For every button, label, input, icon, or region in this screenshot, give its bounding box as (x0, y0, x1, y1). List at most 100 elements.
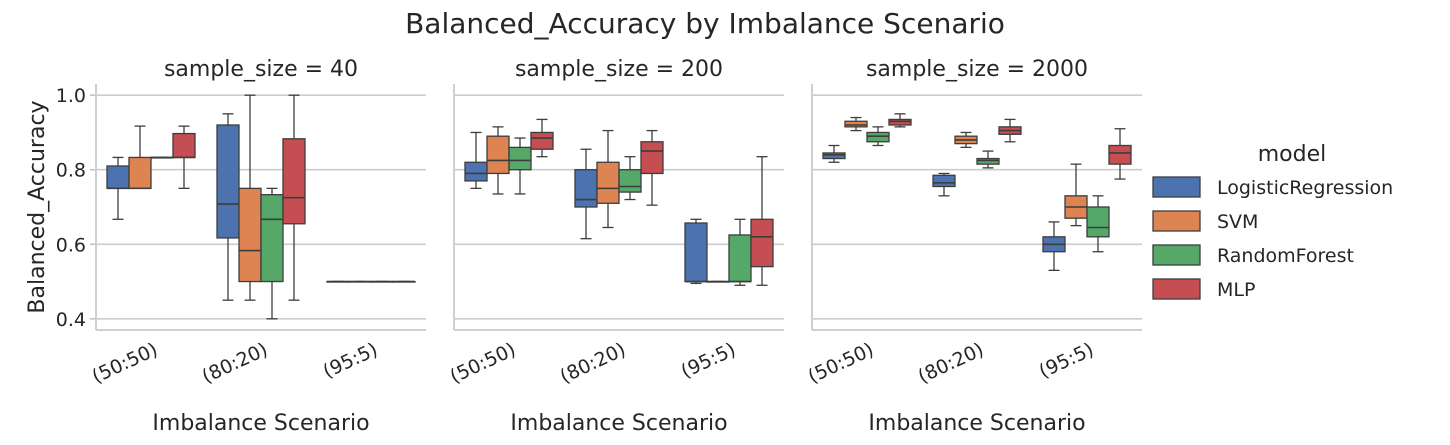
box-MLP-2 (392, 280, 416, 283)
x-tick-label: (95:5) (320, 339, 381, 383)
box-body (932, 174, 956, 188)
box-SVM-1 (238, 94, 262, 301)
facet-title: sample_size = 200 (515, 57, 723, 82)
box-LogisticRegression-2 (326, 280, 350, 283)
facet-panel-2: sample_size = 2000 (50:50) (80:20) (95:5) Im… (805, 57, 1142, 436)
box-SVM-1 (596, 129, 620, 229)
box-LogisticRegression-2 (684, 218, 708, 285)
box-body (866, 131, 890, 143)
box-body (684, 222, 708, 283)
legend-swatch (1152, 210, 1201, 232)
y-tick-label: 0.8 (56, 160, 86, 182)
legend-item: RandomForest (1152, 244, 1354, 267)
box-RandomForest-2 (728, 218, 752, 286)
legend-item: MLP (1152, 278, 1255, 301)
box-LogisticRegression-0 (106, 156, 130, 220)
facet-panel-1: sample_size = 200 (50:50) (80:20) (95:5) Imb… (447, 57, 784, 436)
legend-label: RandomForest (1217, 245, 1354, 267)
box-body (976, 157, 1000, 165)
box-MLP-2 (750, 156, 774, 286)
box-RandomForest-0 (866, 126, 890, 147)
box-body (128, 156, 152, 190)
box-RandomForest-1 (976, 150, 1000, 169)
legend-swatch (1152, 176, 1201, 198)
y-axis-label: Balanced_Accuracy (25, 100, 50, 313)
facet-title: sample_size = 40 (164, 57, 358, 82)
legend-swatch (1152, 278, 1201, 300)
box-SVM-2 (348, 280, 372, 283)
box-MLP-1 (282, 94, 306, 301)
chart-title: Balanced_Accuracy by Imbalance Scenario (405, 7, 1005, 40)
box-body (844, 120, 868, 128)
box-LogisticRegression-0 (464, 131, 488, 190)
facet-panels: sample_size = 40 0.4 0.6 0.8 1.0 (50:50) (80:2… (25, 57, 1142, 436)
box-RandomForest-0 (508, 137, 532, 195)
box-SVM-0 (844, 116, 868, 132)
legend-item: LogisticRegression (1152, 176, 1393, 199)
box-SVM-0 (128, 125, 152, 190)
box-MLP-2 (1108, 128, 1132, 180)
box-MLP-1 (998, 118, 1022, 143)
box-body (822, 152, 846, 160)
x-axis-label: Imbalance Scenario (152, 411, 369, 436)
x-tick-label: (80:20) (557, 339, 629, 388)
box-body (216, 124, 240, 239)
x-axis-label: Imbalance Scenario (868, 411, 1085, 436)
box-body (508, 146, 532, 171)
box-body (486, 135, 510, 175)
x-axis-label: Imbalance Scenario (510, 411, 727, 436)
box-body (574, 169, 598, 208)
legend-item: SVM (1152, 210, 1258, 233)
box-body (888, 118, 912, 126)
box-SVM-1 (954, 131, 978, 149)
legend: model LogisticRegression SVM RandomForest ML… (1152, 142, 1393, 301)
x-tick-label: (50:50) (805, 339, 877, 388)
legend-title: model (1258, 142, 1327, 167)
facet-panel-0: sample_size = 40 0.4 0.6 0.8 1.0 (50:50) (80:2… (56, 57, 426, 436)
box-MLP-1 (640, 129, 664, 206)
box-body (596, 161, 620, 204)
box-LogisticRegression-1 (216, 113, 240, 301)
y-tick-label: 0.4 (56, 309, 86, 331)
box-LogisticRegression-1 (932, 172, 956, 197)
box-RandomForest-2 (370, 280, 394, 283)
x-tick-label: (50:50) (89, 339, 161, 388)
legend-label: SVM (1217, 211, 1258, 233)
box-LogisticRegression-2 (1042, 221, 1066, 272)
y-tick-label: 0.6 (56, 234, 86, 256)
legend-label: LogisticRegression (1217, 177, 1393, 199)
x-tick-label: (95:5) (678, 339, 739, 383)
box-RandomForest-1 (618, 156, 642, 201)
legend-swatch (1152, 244, 1201, 266)
box-RandomForest-1 (260, 187, 284, 320)
box-body (238, 187, 262, 283)
box-body (1108, 144, 1132, 165)
box-body (640, 141, 664, 175)
box-body (172, 132, 196, 159)
x-tick-label: (95:5) (1036, 339, 1097, 383)
box-MLP-0 (172, 125, 196, 190)
box-RandomForest-2 (1086, 195, 1110, 253)
x-tick-label: (80:20) (915, 339, 987, 388)
box-body (750, 218, 774, 268)
box-body (1086, 206, 1110, 238)
box-body (282, 138, 306, 225)
y-tick-label: 1.0 (56, 85, 86, 107)
box-body (106, 165, 130, 190)
box-LogisticRegression-0 (822, 144, 846, 163)
box-LogisticRegression-1 (574, 148, 598, 240)
legend-label: MLP (1217, 279, 1255, 301)
facet-title: sample_size = 2000 (866, 57, 1088, 82)
box-body (464, 161, 488, 182)
x-tick-label: (80:20) (199, 339, 271, 388)
box-body (530, 131, 554, 150)
box-SVM-2 (1064, 163, 1088, 227)
box-body (728, 234, 752, 283)
x-tick-label: (50:50) (447, 339, 519, 388)
box-body (260, 194, 284, 283)
box-MLP-0 (888, 113, 912, 128)
box-SVM-2 (706, 280, 730, 283)
box-body (618, 169, 642, 193)
box-RandomForest-0 (150, 156, 174, 159)
